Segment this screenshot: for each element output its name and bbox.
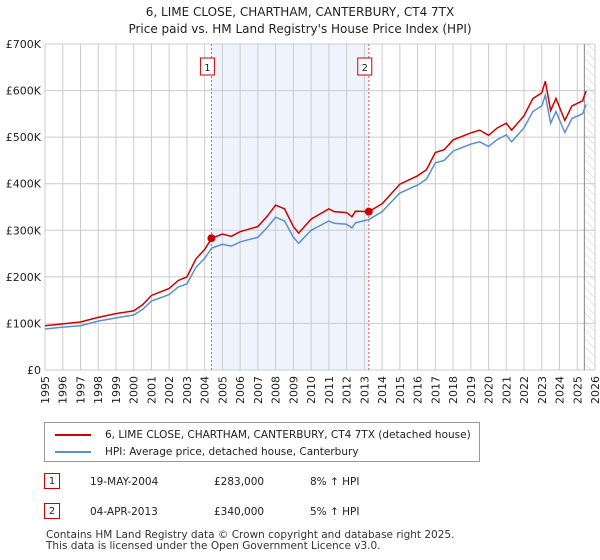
red-line-swatch <box>55 434 91 436</box>
x-tick-label: 2011 <box>323 376 336 404</box>
sale-point <box>207 234 216 243</box>
legend: 6, LIME CLOSE, CHARTHAM, CANTERBURY, CT4… <box>44 422 480 462</box>
x-tick-label: 2002 <box>163 376 176 404</box>
y-tick-label: £300K <box>6 224 42 237</box>
x-tick-label: 1996 <box>57 376 70 404</box>
y-tick-label: £0 <box>27 364 41 377</box>
sale-hpi-diff: 8% ↑ HPI <box>310 476 360 488</box>
sale-marker-label: 1 <box>44 473 60 489</box>
x-tick-label: 1995 <box>39 376 52 404</box>
sale-hpi-diff: 5% ↑ HPI <box>310 506 360 518</box>
x-tick-label: 2001 <box>145 376 158 404</box>
y-tick-label: £100K <box>6 317 42 330</box>
y-tick-label: £700K <box>6 38 42 51</box>
forecast-hatch <box>584 44 595 370</box>
x-tick-label: 2014 <box>376 376 389 404</box>
y-tick-label: £400K <box>6 178 42 191</box>
footer-copyright: Contains HM Land Registry data © Crown c… <box>46 529 455 541</box>
x-tick-label: 2010 <box>305 376 318 404</box>
x-tick-label: 2019 <box>465 376 478 404</box>
x-tick-label: 2009 <box>287 376 300 404</box>
sale-marker-label: 1 <box>204 63 210 74</box>
x-tick-label: 2015 <box>394 376 407 404</box>
footer: Contains HM Land Registry data © Crown c… <box>46 530 454 552</box>
table-row: 1 19-MAY-2004 £283,000 8% ↑ HPI <box>44 473 544 491</box>
table-row: 2 04-APR-2013 £340,000 5% ↑ HPI <box>44 503 544 521</box>
sale-marker-box <box>357 57 373 76</box>
x-tick-label: 2012 <box>341 376 354 404</box>
footer-licence: This data is licensed under the Open Gov… <box>46 540 381 552</box>
x-tick-label: 2004 <box>199 376 212 404</box>
x-tick-label: 2020 <box>483 376 496 404</box>
x-tick-label: 2016 <box>412 376 425 404</box>
sale-price: £283,000 <box>214 476 265 488</box>
x-tick-label: 2000 <box>128 376 141 404</box>
x-tick-label: 2005 <box>216 376 229 404</box>
sale-marker-label: 2 <box>44 503 60 519</box>
sale-period-shade <box>211 44 369 370</box>
blue-line-swatch <box>55 451 91 453</box>
x-tick-label: 1997 <box>74 376 87 404</box>
x-tick-label: 2007 <box>252 376 265 404</box>
price-chart: 6, LIME CLOSE, CHARTHAM, CANTERBURY, CT4… <box>6 5 600 404</box>
y-tick-label: £200K <box>6 271 42 284</box>
x-tick-label: 2026 <box>589 376 600 404</box>
legend-item-hpi: HPI: Average price, detached house, Cant… <box>55 446 359 458</box>
x-tick-label: 2017 <box>429 376 442 404</box>
x-tick-label: 2008 <box>270 376 283 404</box>
hpi-line <box>44 92 587 330</box>
sale-marker-box <box>199 57 215 76</box>
sale-date: 04-APR-2013 <box>90 506 158 518</box>
sale-marker-label: 2 <box>362 63 368 74</box>
x-tick-label: 2003 <box>181 376 194 404</box>
x-tick-label: 2006 <box>234 376 247 404</box>
x-tick-label: 1998 <box>92 376 105 404</box>
sale-point <box>364 207 373 216</box>
x-tick-label: 2025 <box>571 376 584 404</box>
chart-subtitle: Price paid vs. HM Land Registry's House … <box>128 22 471 36</box>
sale-date: 19-MAY-2004 <box>90 476 159 488</box>
legend-label: HPI: Average price, detached house, Cant… <box>105 446 359 458</box>
x-tick-label: 2018 <box>447 376 460 404</box>
legend-label: 6, LIME CLOSE, CHARTHAM, CANTERBURY, CT4… <box>105 429 471 441</box>
x-tick-label: 2021 <box>500 376 513 404</box>
x-tick-label: 1999 <box>110 376 123 404</box>
sale-price: £340,000 <box>214 506 265 518</box>
chart-title: 6, LIME CLOSE, CHARTHAM, CANTERBURY, CT4… <box>146 5 454 19</box>
legend-item-property: 6, LIME CLOSE, CHARTHAM, CANTERBURY, CT4… <box>55 429 471 441</box>
y-tick-label: £500K <box>6 131 42 144</box>
price-paid-line <box>44 81 587 327</box>
x-tick-label: 2023 <box>536 376 549 404</box>
x-tick-label: 2013 <box>358 376 371 404</box>
x-tick-label: 2024 <box>554 376 567 404</box>
x-tick-label: 2022 <box>518 376 531 404</box>
y-tick-label: £600K <box>6 85 42 98</box>
